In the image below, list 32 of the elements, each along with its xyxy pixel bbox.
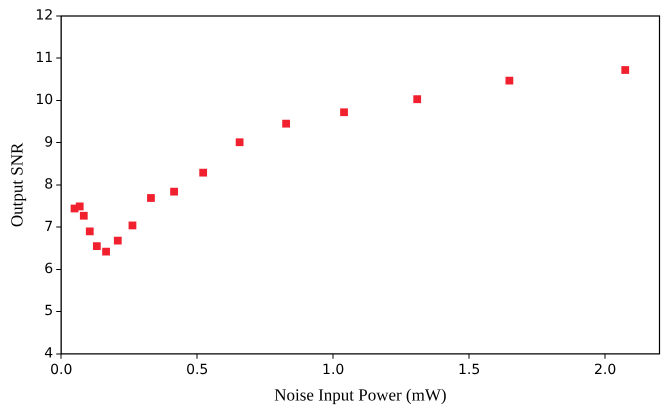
y-tick-label: 9 (44, 134, 54, 150)
point (282, 120, 290, 128)
point (86, 227, 94, 236)
point (92, 242, 101, 250)
x-tick-label: 1.0 (322, 362, 344, 378)
x-axis-title: Noise Input Power (mW) (274, 385, 447, 404)
y-tick-label: 11 (35, 50, 54, 66)
y-tick-label: 4 (44, 345, 54, 362)
y-tick-label: 6 (44, 260, 54, 277)
point (147, 194, 155, 202)
x-tick-label: 2.0 (594, 362, 616, 378)
point (199, 168, 208, 177)
y-tick-label: 5 (44, 303, 54, 320)
x-tick-label: 0.0 (50, 362, 72, 378)
point (170, 188, 178, 196)
point (102, 248, 110, 256)
point (128, 222, 136, 230)
point (236, 138, 244, 146)
point (505, 76, 514, 84)
y-tick-label: 12 (35, 8, 54, 24)
point (80, 212, 88, 220)
y-axis-title: Output SNR (8, 142, 27, 228)
x-tick-label: 1.5 (458, 362, 480, 378)
y-tick-label: 8 (44, 176, 54, 193)
x-tick-label: 0.5 (186, 362, 208, 378)
point (340, 108, 348, 116)
y-tick-label: 7 (44, 218, 54, 235)
point (413, 95, 422, 104)
point (76, 202, 84, 210)
point (114, 236, 122, 245)
y-tick-label: 10 (35, 92, 54, 108)
point (621, 66, 630, 74)
